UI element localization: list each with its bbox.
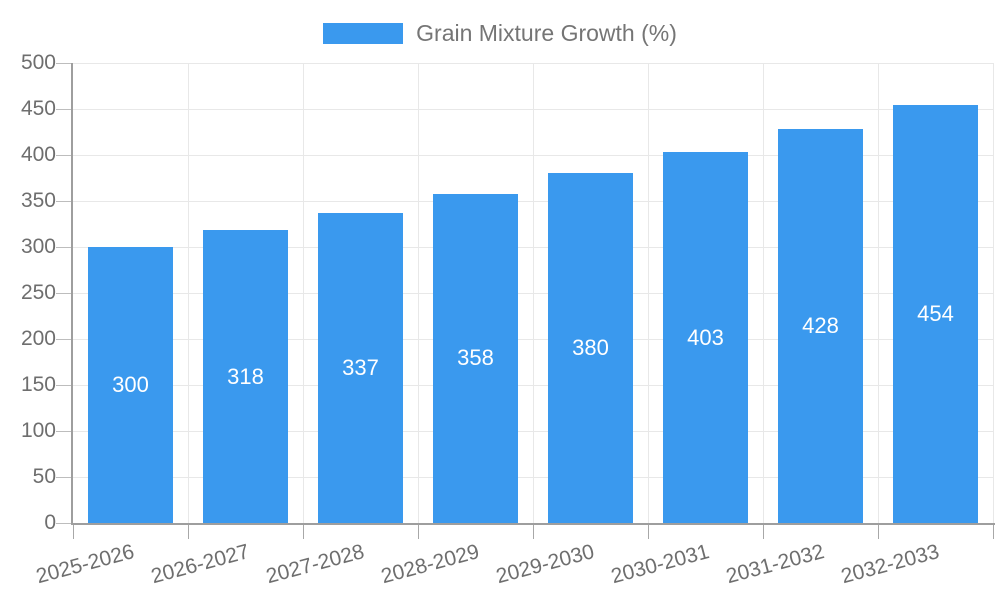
y-axis-label: 150 [20, 373, 56, 396]
y-axis-tick [56, 62, 71, 64]
bar-value-label: 300 [112, 372, 149, 397]
x-axis-tick [877, 525, 879, 539]
x-axis-label: 2026-2027 [148, 540, 252, 589]
y-axis-label: 500 [20, 51, 56, 74]
x-axis-line [71, 523, 995, 525]
gridline-vertical [187, 63, 189, 523]
bar: 428 [778, 129, 863, 523]
bar: 454 [893, 105, 978, 523]
bar: 403 [663, 152, 748, 523]
bar: 380 [548, 173, 633, 523]
y-axis-label: 100 [20, 419, 56, 442]
x-axis-tick [302, 525, 304, 539]
legend-label: Grain Mixture Growth (%) [416, 19, 677, 46]
gridline-vertical [302, 63, 304, 523]
x-axis-tick [762, 525, 764, 539]
bar-value-label: 403 [687, 324, 724, 350]
y-axis-label: 50 [32, 465, 56, 488]
y-axis-tick [56, 476, 71, 478]
x-axis-label: 2031-2032 [723, 540, 827, 589]
bar-value-label: 380 [572, 335, 609, 361]
gridline-vertical [417, 63, 419, 523]
y-axis-tick [56, 154, 71, 156]
x-axis-tick [992, 525, 994, 539]
bar-value-label: 358 [457, 345, 494, 371]
y-axis-line [71, 63, 73, 525]
y-axis-tick [56, 108, 71, 110]
bar: 337 [318, 212, 403, 523]
x-axis-tick [187, 525, 189, 539]
bar: 318 [203, 230, 288, 523]
bar: 358 [433, 193, 518, 523]
y-axis-label: 400 [20, 143, 56, 166]
bar-value-label: 428 [802, 313, 839, 339]
x-axis-label: 2028-2029 [378, 540, 482, 589]
y-axis-label: 250 [20, 281, 56, 304]
bar-value-label: 337 [342, 354, 379, 380]
x-axis-label: 2029-2030 [493, 540, 597, 589]
y-axis-tick [56, 246, 71, 248]
x-axis-label: 2025-2026 [33, 540, 137, 589]
y-axis-label: 450 [20, 97, 56, 120]
bar: 300 [88, 247, 173, 523]
x-axis-tick [647, 525, 649, 539]
x-axis-label: 2032-2033 [838, 540, 942, 589]
y-axis-tick [56, 292, 71, 294]
legend-swatch-icon [323, 22, 404, 44]
y-axis-label: 200 [20, 327, 56, 350]
gridline-vertical [762, 63, 764, 523]
y-axis-label: 300 [20, 235, 56, 258]
y-axis-tick [56, 522, 71, 524]
x-axis-label: 2027-2028 [263, 540, 367, 589]
y-axis-label: 350 [20, 189, 56, 212]
y-axis-tick [56, 384, 71, 386]
legend[interactable]: Grain Mixture Growth (%) [0, 20, 1000, 46]
y-axis-tick [56, 338, 71, 340]
plot-area: 300 318 337 358 380 403 428 454 0 50 100 150 200 250… [21, 52, 995, 588]
x-axis-tick [72, 525, 74, 539]
bar-value-label: 318 [227, 363, 264, 389]
x-axis-tick [417, 525, 419, 539]
y-axis-tick [56, 430, 71, 432]
x-axis-label: 2030-2031 [608, 540, 712, 589]
x-axis-tick [532, 525, 534, 539]
gridline-vertical [647, 63, 649, 523]
bar-value-label: 454 [917, 301, 954, 327]
y-axis-tick [56, 200, 71, 202]
gridline-vertical [992, 63, 994, 523]
gridline-vertical [877, 63, 879, 523]
y-axis-label: 0 [44, 511, 56, 534]
gridline-vertical [532, 63, 534, 523]
